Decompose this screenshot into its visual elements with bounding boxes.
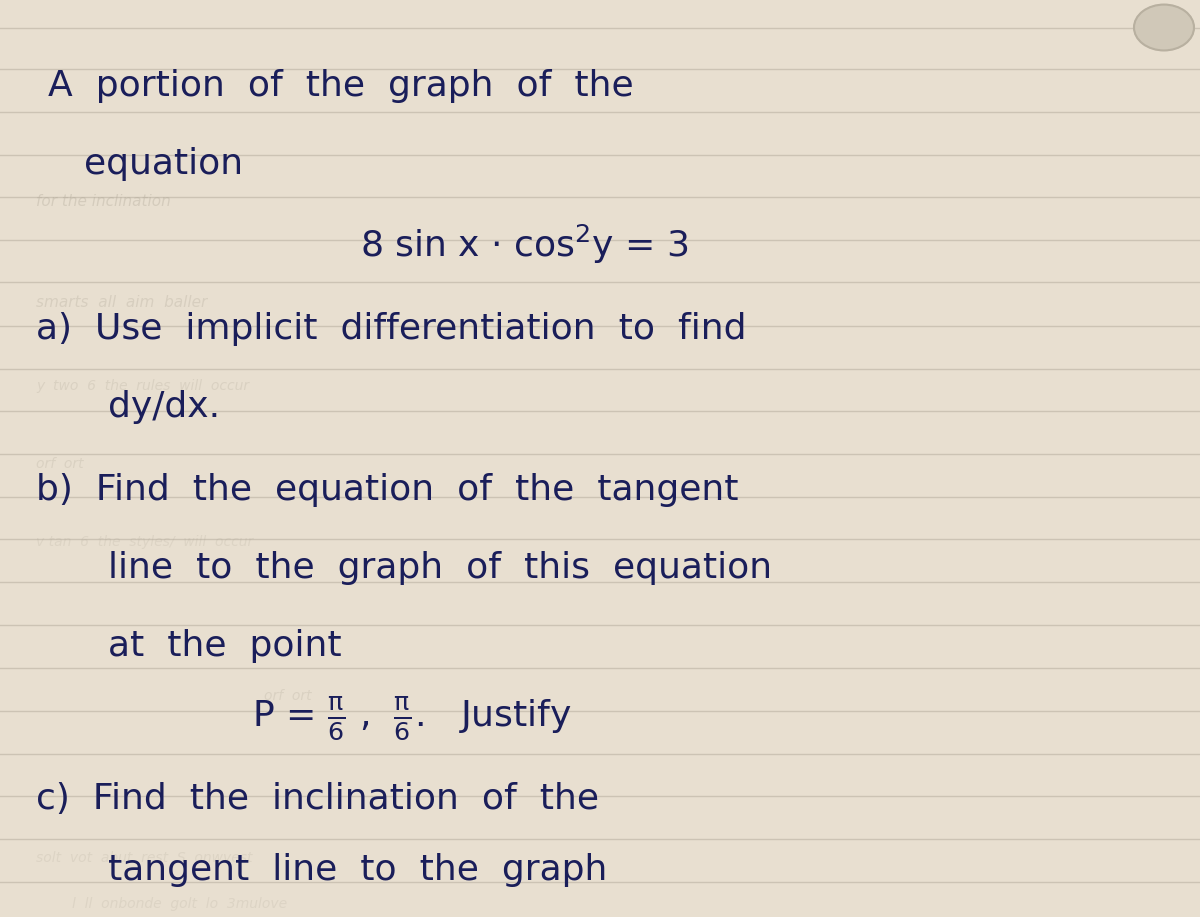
Text: l  ll  onbonde  golt  lo  3mulove: l ll onbonde golt lo 3mulove: [72, 897, 287, 911]
Text: smarts  all  aim  baller: smarts all aim baller: [36, 295, 208, 310]
Text: tangent  line  to  the  graph: tangent line to the graph: [108, 854, 607, 888]
Text: orf  ort: orf ort: [264, 689, 312, 702]
Text: b)  Find  the  equation  of  the  tangent: b) Find the equation of the tangent: [36, 473, 738, 507]
Text: solt  vot  abut  rest  S  onwvest: solt vot abut rest S onwvest: [36, 851, 252, 865]
Text: v tan  6  the  styles/  will  occur: v tan 6 the styles/ will occur: [36, 535, 253, 548]
Text: A  portion  of  the  graph  of  the: A portion of the graph of the: [48, 70, 634, 104]
Text: y  two  6  the  rules  will  occur: y two 6 the rules will occur: [36, 379, 250, 392]
Text: a)  Use  implicit  differentiation  to  find: a) Use implicit differentiation to find: [36, 313, 746, 347]
Text: P = $\mathregular{\frac{\pi}{6}}$ ,  $\mathregular{\frac{\pi}{6}}$.   Justify: P = $\mathregular{\frac{\pi}{6}}$ , $\ma…: [252, 695, 571, 742]
Text: dy/dx.: dy/dx.: [108, 391, 220, 425]
Text: line  to  the  graph  of  this  equation: line to the graph of this equation: [108, 551, 772, 585]
Text: c)  Find  the  inclination  of  the: c) Find the inclination of the: [36, 782, 599, 816]
Text: equation: equation: [84, 148, 244, 182]
Text: for the inclination: for the inclination: [36, 194, 170, 209]
Text: orf  ort: orf ort: [36, 457, 84, 470]
Text: at  the  point: at the point: [108, 629, 342, 663]
Circle shape: [1134, 5, 1194, 50]
Text: 8 sin x $\cdot$ cos$\mathregular{^2}$y = 3: 8 sin x $\cdot$ cos$\mathregular{^2}$y =…: [360, 223, 689, 266]
